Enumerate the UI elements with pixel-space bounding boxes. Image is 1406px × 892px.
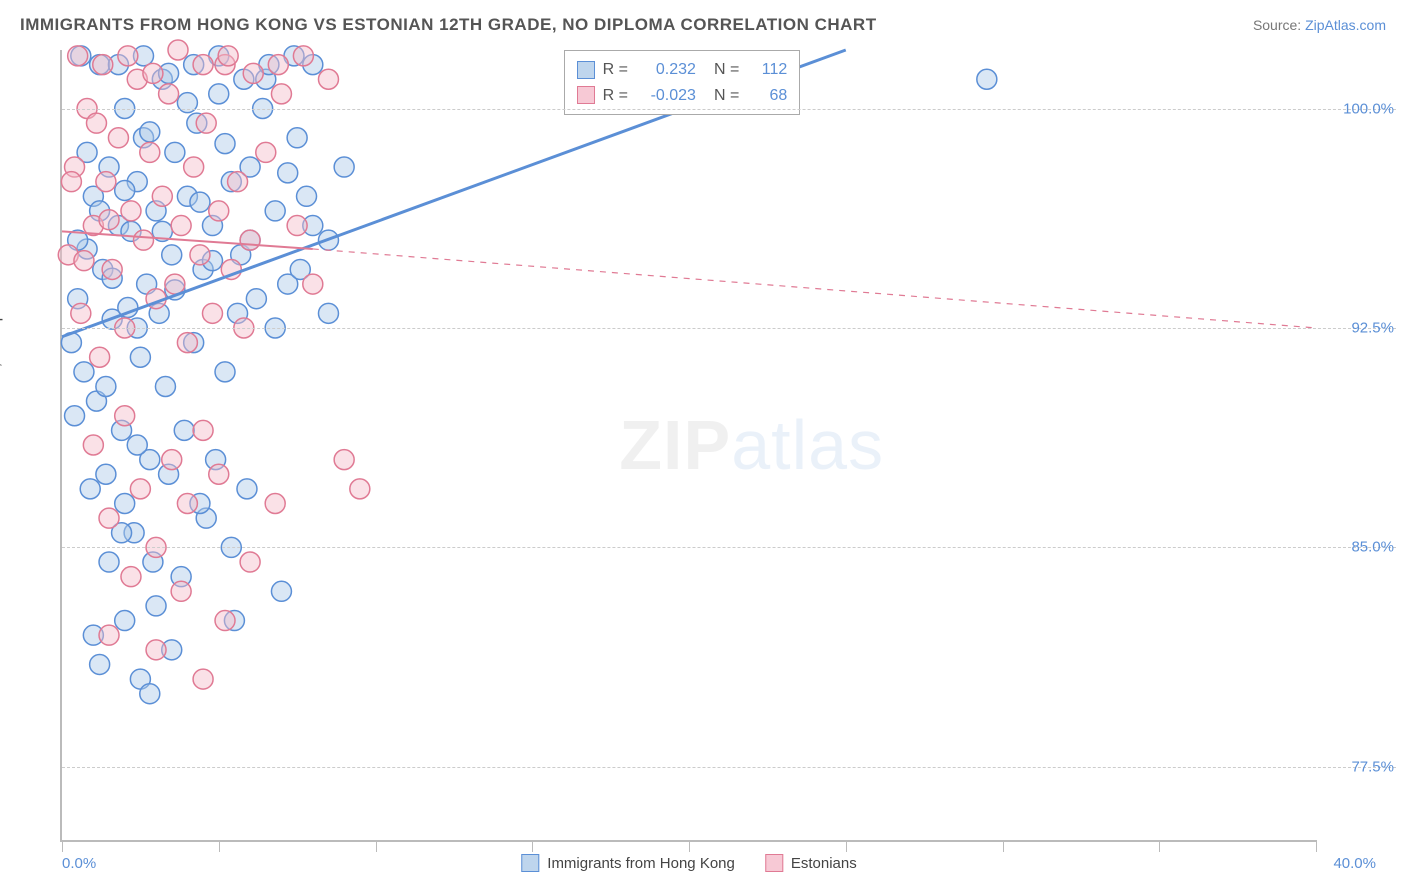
x-tick <box>219 840 220 852</box>
chart-area: 12th Grade, No Diploma ZIPatlas R = 0.23… <box>20 50 1396 882</box>
series-legend: Immigrants from Hong Kong Estonians <box>521 854 856 872</box>
x-tick <box>846 840 847 852</box>
n-value-blue: 112 <box>747 57 787 83</box>
legend-row-pink: R = -0.023 N = 68 <box>577 83 788 109</box>
x-tick <box>689 840 690 852</box>
source-link[interactable]: ZipAtlas.com <box>1305 17 1386 33</box>
chart-title: IMMIGRANTS FROM HONG KONG VS ESTONIAN 12… <box>20 15 877 35</box>
x-axis-min-label: 0.0% <box>62 855 96 872</box>
x-tick <box>1159 840 1160 852</box>
r-value-blue: 0.232 <box>636 57 696 83</box>
trend-line <box>62 231 313 249</box>
x-tick <box>532 840 533 852</box>
r-value-pink: -0.023 <box>636 83 696 109</box>
n-label: N = <box>714 57 739 83</box>
trend-lines-layer <box>62 50 1316 840</box>
chart-source: Source: ZipAtlas.com <box>1253 17 1386 33</box>
legend-item-pink: Estonians <box>765 854 857 872</box>
gridline <box>62 767 1396 768</box>
legend-label-pink: Estonians <box>791 855 857 872</box>
legend-row-blue: R = 0.232 N = 112 <box>577 57 788 83</box>
y-tick-label: 100.0% <box>1343 100 1394 117</box>
gridline <box>62 109 1396 110</box>
correlation-legend: R = 0.232 N = 112 R = -0.023 N = 68 <box>564 50 801 115</box>
legend-label-blue: Immigrants from Hong Kong <box>547 855 735 872</box>
source-prefix: Source: <box>1253 17 1305 33</box>
legend-item-blue: Immigrants from Hong Kong <box>521 854 735 872</box>
x-tick <box>1316 840 1317 852</box>
x-tick <box>62 840 63 852</box>
plot-area: ZIPatlas R = 0.232 N = 112 R = -0.023 N … <box>60 50 1316 842</box>
r-label: R = <box>603 57 628 83</box>
legend-swatch-blue <box>577 61 595 79</box>
legend-swatch-blue-icon <box>521 854 539 872</box>
n-value-pink: 68 <box>747 83 787 109</box>
y-axis-title: 12th Grade, No Diploma <box>0 280 4 442</box>
legend-swatch-pink-icon <box>765 854 783 872</box>
gridline <box>62 547 1396 548</box>
chart-header: IMMIGRANTS FROM HONG KONG VS ESTONIAN 12… <box>20 15 1386 35</box>
x-tick <box>1003 840 1004 852</box>
n-label: N = <box>714 83 739 109</box>
y-tick-label: 92.5% <box>1351 319 1394 336</box>
x-axis-max-label: 40.0% <box>1333 855 1376 872</box>
x-tick <box>376 840 377 852</box>
y-tick-label: 85.0% <box>1351 539 1394 556</box>
y-tick-label: 77.5% <box>1351 758 1394 775</box>
gridline <box>62 328 1396 329</box>
legend-swatch-pink <box>577 86 595 104</box>
trend-line <box>313 249 1316 328</box>
r-label: R = <box>603 83 628 109</box>
